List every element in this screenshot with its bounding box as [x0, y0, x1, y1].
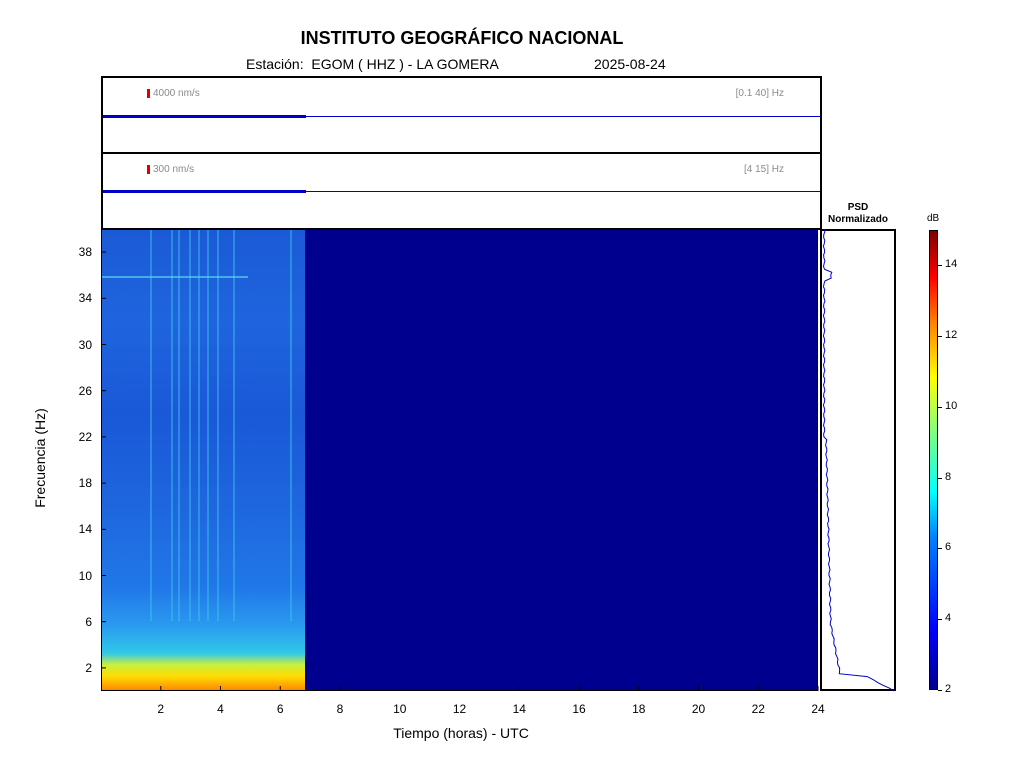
spectral-streak: [170, 230, 173, 621]
colorbar-tick-label: 2: [945, 683, 952, 695]
psd-curve: [822, 228, 895, 692]
y-tick-label: 34: [78, 291, 92, 306]
colorbar-tick-mark: [938, 619, 942, 621]
seismic-trace: [103, 190, 306, 193]
trace-band-label: [4 15] Hz: [743, 164, 784, 175]
x-tick-label: 8: [336, 702, 344, 716]
spectrogram: [101, 229, 818, 691]
trace-panel-filtered: 300 nm/s [4 15] Hz: [101, 152, 822, 230]
y-tick-label: 10: [78, 568, 92, 583]
spectrogram-data-region: [102, 230, 306, 690]
y-tick-label: 38: [78, 245, 92, 260]
colorbar-tick-label: 8: [945, 470, 952, 483]
y-tick-label: 18: [78, 476, 92, 491]
scale-bar: [147, 165, 150, 174]
colorbar-tick-mark: [938, 548, 942, 550]
spectral-streak: [197, 230, 200, 621]
y-tick-label: 30: [78, 337, 92, 352]
colorbar-tick-mark: [938, 406, 942, 408]
x-tick-label: 2: [157, 702, 165, 716]
x-tick-label: 16: [572, 702, 586, 716]
y-tick-label: 22: [78, 429, 92, 444]
spectral-streak: [149, 230, 152, 621]
spectrogram-spectral-lines: [102, 230, 817, 690]
x-tick-label: 18: [632, 702, 646, 716]
x-axis-label: Tiempo (horas) - UTC: [393, 725, 529, 741]
spectral-line-36hz: [102, 276, 249, 279]
trace-scale-label: 300 nm/s: [153, 164, 195, 175]
page-title: INSTITUTO GEOGRÁFICO NACIONAL: [300, 28, 624, 48]
spectral-streak: [233, 230, 236, 621]
trace-band-label: [0.1 40] Hz: [735, 88, 784, 99]
colorbar-tick-mark: [938, 690, 942, 691]
x-tick-label: 24: [811, 702, 825, 716]
x-tick-label: 4: [217, 702, 224, 716]
scale-bar: [147, 89, 150, 98]
colorbar-tick-label: 6: [945, 541, 952, 554]
colorbar-tick-label: 10: [945, 399, 958, 412]
x-tick-label: 6: [276, 702, 284, 716]
x-tick-label: 22: [751, 702, 765, 716]
spectral-streak: [188, 230, 191, 621]
y-tick-label: 26: [78, 383, 92, 398]
psd-title-line2: Normalizado: [827, 214, 888, 225]
colorbar-tick-mark: [938, 477, 942, 479]
x-tick-label: 20: [691, 702, 706, 716]
seismic-trace: [103, 115, 306, 118]
colorbar-tick-mark: [938, 265, 942, 267]
date-label: 2025-08-24: [594, 56, 666, 72]
colorbar-tick-label: 14: [945, 258, 958, 271]
colorbar: [929, 230, 938, 690]
spectral-streak: [290, 230, 293, 621]
spectral-streak: [206, 230, 209, 621]
station-label: Estación: EGOM ( HHZ ) - LA GOMERA: [246, 56, 499, 72]
y-tick-label: 6: [85, 614, 92, 629]
psd-title: PSD Normalizado: [815, 202, 901, 226]
x-tick-label: 10: [393, 702, 407, 716]
spectral-streak: [178, 230, 181, 621]
colorbar-tick-label: 4: [945, 612, 952, 625]
psd-title-line1: PSD: [847, 202, 869, 213]
x-tick-label: 14: [512, 702, 526, 716]
spectral-streak: [217, 230, 220, 621]
seismic-trace-flat: [306, 191, 820, 192]
trace-scale-label: 4000 nm/s: [153, 88, 200, 99]
colorbar-tick-label: 12: [945, 329, 958, 342]
psd-panel: [820, 229, 896, 691]
y-tick-label: 2: [85, 660, 92, 675]
colorbar-tick-mark: [938, 336, 942, 338]
colorbar-unit: dB: [927, 213, 940, 224]
y-tick-label: 14: [78, 522, 92, 537]
seismic-trace-flat: [306, 116, 820, 117]
x-tick-label: 12: [452, 702, 467, 716]
